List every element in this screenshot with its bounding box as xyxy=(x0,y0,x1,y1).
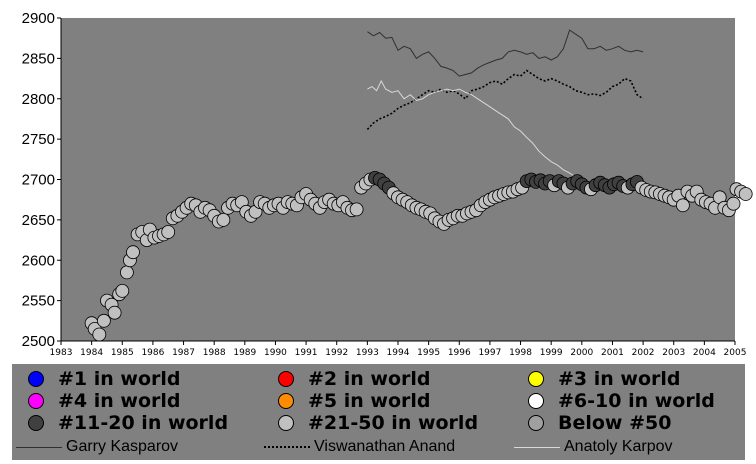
x-tick-label: 1990 xyxy=(264,348,287,358)
x-tick-label: 2005 xyxy=(724,348,747,358)
legend-label: #5 in world xyxy=(308,390,431,412)
legend-dot xyxy=(278,371,294,387)
x-tick-label: 1989 xyxy=(233,348,256,358)
legend-label: #4 in world xyxy=(58,390,181,412)
legend-dot xyxy=(28,415,44,431)
x-tick-label: 1991 xyxy=(295,348,318,358)
legend-item-below-50: Below #50 xyxy=(528,412,671,434)
data-point xyxy=(676,198,690,213)
data-point xyxy=(120,265,134,280)
legend-line-sample xyxy=(16,446,62,448)
legend-line-sample xyxy=(264,446,310,448)
legend-dot xyxy=(528,393,544,409)
x-tick-label: 1994 xyxy=(387,348,410,358)
data-point xyxy=(216,212,231,227)
x-tick-label: 1992 xyxy=(325,348,348,358)
series-line-anatoly-karpov xyxy=(367,79,582,180)
y-tick-label: 2900 xyxy=(22,10,55,27)
legend-line-anand: Viswanathan Anand xyxy=(264,436,455,458)
legend-line-label: Anatoly Karpov xyxy=(564,438,673,455)
legend-line-kasparov: Garry Kasparov xyxy=(16,436,178,458)
legend-label: Below #50 xyxy=(558,412,672,434)
rating-points xyxy=(84,170,753,342)
x-tick-label: 1999 xyxy=(540,348,563,358)
legend-item-rank-2: #2 in world xyxy=(278,368,431,390)
legend-item-rank-6-10: #6-10 in world xyxy=(528,390,715,412)
x-tick-label: 1985 xyxy=(111,348,134,358)
x-tick-label: 1986 xyxy=(141,348,164,358)
y-tick-label: 2850 xyxy=(22,50,55,67)
elo-rating-chart: 2500 2550 2600 2650 2700 2750 2800 2850 2900 1983… xyxy=(22,10,753,358)
x-tick-label: 1987 xyxy=(172,348,195,358)
x-tick-label: 1997 xyxy=(478,348,501,358)
x-tick-label: 2003 xyxy=(662,348,685,358)
legend-dot xyxy=(528,415,544,431)
data-point xyxy=(92,327,107,342)
legend-item-rank-4: #4 in world xyxy=(28,390,181,412)
y-tick-label: 2550 xyxy=(22,293,55,310)
legend-line-label: Garry Kasparov xyxy=(66,438,179,455)
legend: #1 in world #2 in world #3 in world #4 i… xyxy=(12,364,745,460)
data-point xyxy=(161,225,176,239)
x-tick-label: 1998 xyxy=(509,348,532,358)
data-point xyxy=(126,245,140,260)
legend-label: #2 in world xyxy=(308,368,431,390)
x-tick-label: 1996 xyxy=(448,348,471,358)
rating-lines xyxy=(366,29,644,180)
x-tick-label: 1984 xyxy=(80,348,103,358)
chart-area: 2500 2550 2600 2650 2700 2750 2800 2850 2900 1983… xyxy=(22,10,753,358)
data-point xyxy=(97,313,111,328)
legend-dot xyxy=(28,393,44,409)
data-point xyxy=(107,305,122,320)
legend-item-rank-21-50: #21-50 in world xyxy=(278,412,478,434)
legend-label: #6-10 in world xyxy=(558,390,715,412)
y-tick-label: 2700 xyxy=(22,172,55,189)
x-tick-label: 1988 xyxy=(203,348,226,358)
legend-dot xyxy=(278,393,294,409)
series-line-viswanathan-anand xyxy=(366,69,644,130)
y-tick-label: 2800 xyxy=(22,91,55,108)
legend-line-karpov: Anatoly Karpov xyxy=(514,436,673,458)
y-tick-label: 2650 xyxy=(22,212,55,229)
y-tick-label: 2500 xyxy=(22,333,55,350)
x-tick-label: 1995 xyxy=(417,348,440,358)
y-tick-label: 2600 xyxy=(22,252,55,269)
x-tick-label: 2001 xyxy=(601,348,624,358)
data-point xyxy=(115,283,130,298)
x-tick-label: 1983 xyxy=(50,348,73,358)
legend-label: #3 in world xyxy=(558,368,681,390)
x-tick-label: 2002 xyxy=(632,348,655,358)
legend-dot xyxy=(28,371,44,387)
data-point xyxy=(726,196,741,211)
x-tick-label: 2004 xyxy=(693,348,716,358)
legend-item-rank-5: #5 in world xyxy=(278,390,431,412)
legend-dot xyxy=(278,415,294,431)
legend-label: #11-20 in world xyxy=(58,412,229,434)
legend-item-rank-11-20: #11-20 in world xyxy=(28,412,228,434)
legend-label: #21-50 in world xyxy=(308,412,479,434)
y-tick-label: 2750 xyxy=(22,131,55,148)
legend-line-label: Viswanathan Anand xyxy=(314,438,456,455)
data-point xyxy=(738,187,753,201)
x-tick-label: 2000 xyxy=(570,348,593,358)
legend-dot xyxy=(528,371,544,387)
legend-line-sample xyxy=(514,446,560,448)
x-tick-label: 1993 xyxy=(356,348,379,358)
data-point xyxy=(349,202,364,217)
axes: 2500 2550 2600 2650 2700 2750 2800 2850 2900 1983… xyxy=(22,10,747,358)
series-line-garry-kasparov xyxy=(367,29,644,77)
legend-item-rank-1: #1 in world xyxy=(28,368,181,390)
legend-label: #1 in world xyxy=(58,368,181,390)
legend-item-rank-3: #3 in world xyxy=(528,368,681,390)
